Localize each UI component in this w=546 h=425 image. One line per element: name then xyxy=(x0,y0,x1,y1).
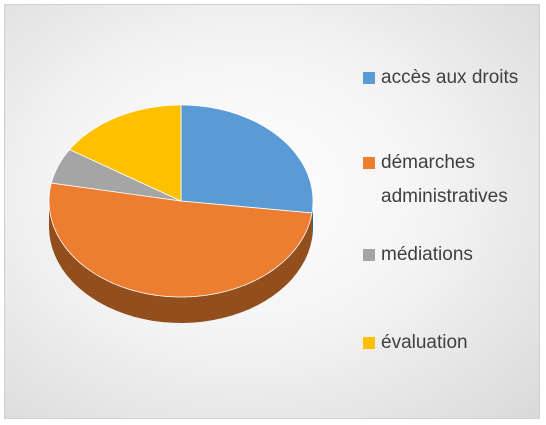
pie-slice xyxy=(180,104,314,214)
legend-item: évaluation xyxy=(363,326,533,360)
pie-slice xyxy=(68,104,182,202)
legend-label: évaluation xyxy=(381,332,468,353)
legend-item: médiations xyxy=(363,238,533,272)
legend-item: démarches administratives xyxy=(363,146,533,214)
legend-swatch xyxy=(363,157,375,169)
legend-label: démarches administratives xyxy=(381,152,508,207)
legend-swatch xyxy=(363,72,375,84)
legend-label: médiations xyxy=(381,244,473,265)
legend-swatch xyxy=(363,337,375,349)
legend-label: accès aux droits xyxy=(381,67,519,88)
legend-swatch xyxy=(363,249,375,261)
legend-item: accès aux droits xyxy=(363,61,533,95)
pie-slice xyxy=(50,149,182,202)
pie-slice xyxy=(48,182,313,298)
chart: accès aux droits démarches administrative… xyxy=(4,4,540,419)
pie-plot xyxy=(48,104,314,323)
pie-slice-side xyxy=(49,201,312,323)
